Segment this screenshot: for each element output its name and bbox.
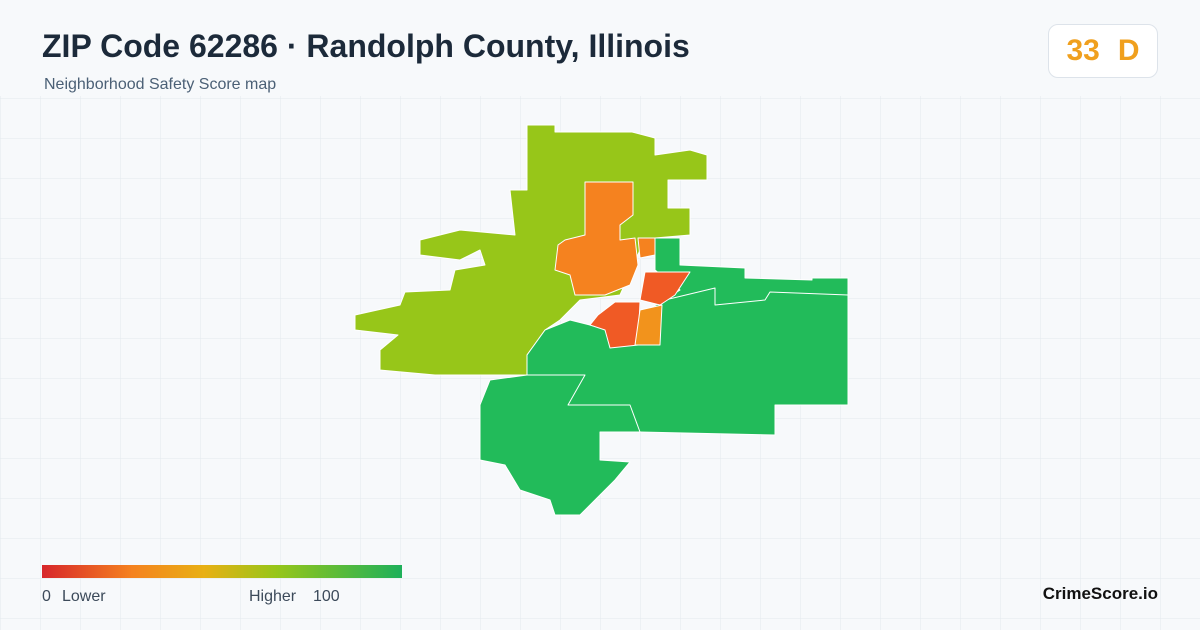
- legend-gradient: [42, 565, 402, 578]
- region: [589, 301, 641, 349]
- region-border: [527, 374, 641, 433]
- region: [637, 237, 656, 259]
- score-grade: D: [1117, 34, 1140, 67]
- brand: CrimeScore.io: [1042, 584, 1158, 603]
- score-badge: 33 D: [1048, 24, 1158, 78]
- region-border: [664, 287, 849, 306]
- region: [639, 271, 691, 306]
- region: [634, 304, 663, 346]
- subtitle: Neighborhood Safety Score map: [44, 76, 277, 93]
- score-value: 33: [1066, 34, 1100, 67]
- region: [554, 181, 639, 296]
- legend-max-label: Higher: [249, 588, 297, 605]
- region: [479, 237, 849, 516]
- legend-max: 100: [313, 588, 340, 605]
- legend-min: 0: [42, 588, 51, 605]
- title: ZIP Code 62286 · Randolph County, Illino…: [42, 28, 690, 64]
- legend-min-label: Lower: [62, 588, 106, 605]
